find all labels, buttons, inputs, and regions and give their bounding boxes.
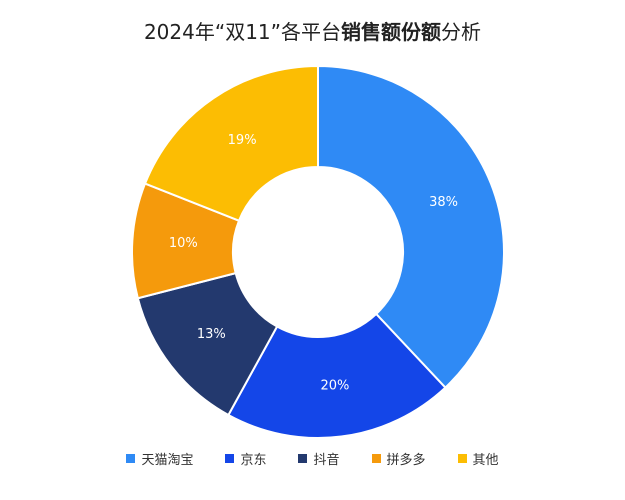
donut-slice-labels: 38% 20% 13% 10% 19% xyxy=(169,133,458,394)
legend-label: 其他 xyxy=(472,452,499,468)
legend-item-5: 其他 xyxy=(457,449,499,468)
legend-swatch xyxy=(126,453,136,463)
legend-item-4: 拼多多 xyxy=(371,449,426,468)
slice-label-1: 38% xyxy=(429,195,458,210)
slice-label-3: 13% xyxy=(197,327,226,342)
legend-label: 京东 xyxy=(240,452,267,468)
legend-swatch xyxy=(371,453,381,463)
donut-slice-5 xyxy=(143,64,319,223)
legend-swatch xyxy=(225,453,235,463)
chart-title-prefix: 2024年“双11”各平台 xyxy=(143,20,342,44)
legend-swatch xyxy=(298,453,308,463)
legend-item-2: 京东 xyxy=(225,449,266,468)
donut-slice-2 xyxy=(227,312,447,439)
legend-label: 天猫淘宝 xyxy=(141,452,194,468)
slice-label-5: 19% xyxy=(228,133,257,148)
chart-title-bold: 销售额份额 xyxy=(341,20,442,44)
donut-slice-1 xyxy=(317,64,505,390)
chart-title-suffix: 分析 xyxy=(441,20,482,44)
legend-label: 抖音 xyxy=(313,452,340,468)
chart-legend: 天猫淘宝 京东 抖音 拼多多 其他 xyxy=(0,447,625,469)
legend-item-1: 天猫淘宝 xyxy=(126,449,193,468)
legend-label: 拼多多 xyxy=(386,452,426,468)
chart-title: 2024年“双11”各平台销售额份额分析 xyxy=(0,16,625,45)
donut-slices xyxy=(131,64,505,439)
slice-label-2: 20% xyxy=(320,378,349,393)
slice-label-4: 10% xyxy=(169,236,198,251)
legend-item-3: 抖音 xyxy=(298,449,340,468)
legend-swatch xyxy=(457,453,467,463)
